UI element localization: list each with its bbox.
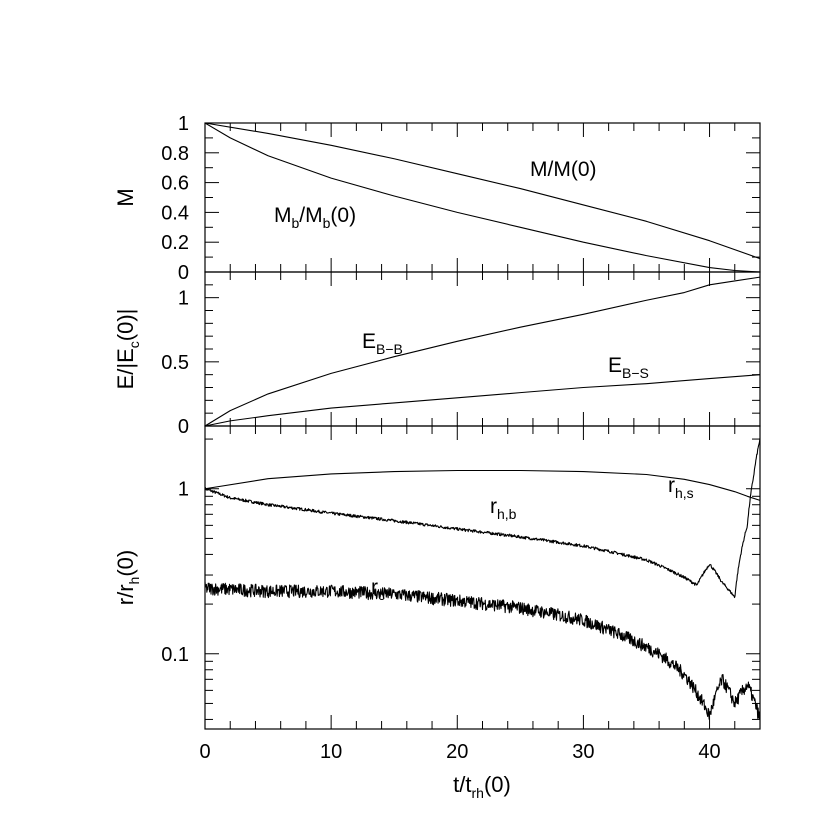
x-tick-label: 40 bbox=[698, 741, 720, 763]
label-energy-bb: EB−B bbox=[362, 330, 403, 357]
x-tick-label: 30 bbox=[572, 741, 594, 763]
panel-frame-0 bbox=[204, 122, 761, 273]
x-tick-label: 20 bbox=[446, 741, 468, 763]
x-tick-label: 0 bbox=[199, 741, 210, 763]
y-tick-label: 0.6 bbox=[161, 173, 189, 195]
x-tick-label: 10 bbox=[320, 741, 342, 763]
y-tick-label: 0.1 bbox=[161, 644, 189, 666]
y-tick-label: 0.4 bbox=[161, 202, 189, 224]
label-energy-bs: EB−S bbox=[608, 354, 649, 381]
y-axis-label-radius: r/rh(0) bbox=[113, 550, 142, 605]
y-tick-label: 0 bbox=[178, 416, 189, 438]
label-rhb: rh,b bbox=[490, 495, 517, 522]
series-line-energy-bs bbox=[204, 374, 761, 427]
y-tick-label: 0 bbox=[178, 262, 189, 284]
y-tick-label: 0.2 bbox=[161, 232, 189, 254]
y-tick-label: 0.5 bbox=[161, 352, 189, 374]
x-axis-label-time: t/trh(0) bbox=[453, 772, 511, 801]
panel-frame-1 bbox=[204, 271, 761, 427]
series-line-energy-bb bbox=[204, 276, 761, 427]
y-tick-label: 0.8 bbox=[161, 143, 189, 165]
series-line-rhs bbox=[204, 469, 761, 501]
series-line-rhb bbox=[204, 438, 761, 599]
series-line-mass-binary bbox=[204, 122, 761, 273]
y-axis-label-energy: E/|Ec(0)| bbox=[113, 309, 142, 390]
panel-frame-2 bbox=[204, 425, 761, 730]
label-mass-binary: Mb/Mb(0) bbox=[274, 204, 356, 231]
series-line-rc bbox=[204, 582, 761, 720]
y-tick-label: 1 bbox=[178, 113, 189, 135]
series-line-mass-total bbox=[204, 122, 761, 260]
y-tick-label: 1 bbox=[178, 288, 189, 310]
y-tick-label: 1 bbox=[178, 479, 189, 501]
label-mass-total: M/M(0) bbox=[530, 158, 597, 181]
label-rhs: rh,s bbox=[668, 474, 694, 501]
y-axis-label-mass: M bbox=[113, 188, 138, 206]
label-rc: rc bbox=[371, 576, 385, 603]
